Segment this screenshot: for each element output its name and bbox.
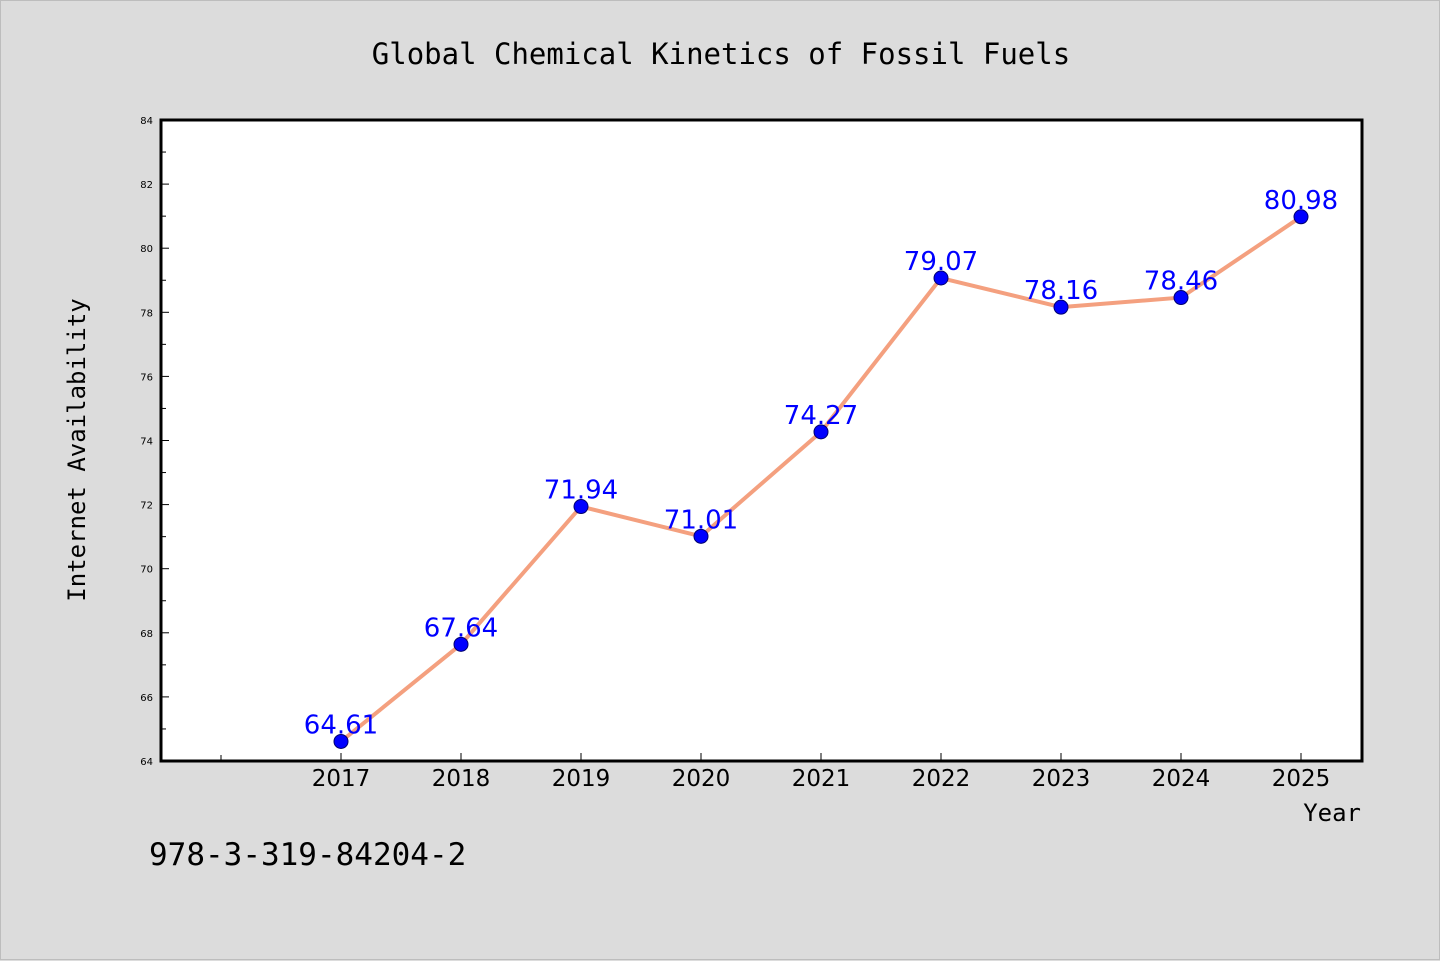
y-tick-label: 82 xyxy=(140,180,153,191)
y-tick-label: 84 xyxy=(140,116,153,127)
y-tick-label: 80 xyxy=(140,244,153,255)
y-tick-label: 74 xyxy=(140,437,153,448)
y-tick-label: 68 xyxy=(140,629,153,640)
plot-frame xyxy=(159,118,1364,763)
data-value-label: 80.98 xyxy=(1264,186,1338,216)
data-point xyxy=(1293,209,1309,225)
x-tick-label: 2018 xyxy=(432,766,491,792)
x-tick-label: 2023 xyxy=(1032,766,1091,792)
y-tick-label: 64 xyxy=(140,757,153,768)
isbn-caption: 978-3-319-84204-2 xyxy=(149,837,466,873)
x-tick-label: 2017 xyxy=(312,766,371,792)
y-axis-ticks: 64 66 68 70 72 74 76 78 80 82 84 xyxy=(140,116,169,768)
data-value-label: 78.16 xyxy=(1024,276,1098,306)
data-value-label: 78.46 xyxy=(1144,267,1218,297)
y-tick-label: 76 xyxy=(140,372,153,383)
data-value-label: 79.07 xyxy=(904,247,978,277)
data-point xyxy=(453,636,469,652)
data-value-label: 71.94 xyxy=(544,476,618,506)
data-point xyxy=(333,733,349,749)
y-tick-label: 70 xyxy=(140,565,153,576)
data-value-label: 67.64 xyxy=(424,613,498,643)
x-tick-label: 2025 xyxy=(1272,766,1331,792)
data-point xyxy=(1173,290,1189,306)
data-point xyxy=(813,424,829,440)
y-tick-label: 72 xyxy=(140,501,153,512)
x-tick-label: 2020 xyxy=(672,766,731,792)
data-point xyxy=(693,528,709,544)
data-markers xyxy=(333,209,1309,749)
x-tick-label: 2021 xyxy=(792,766,851,792)
y-axis-title: Internet Availability xyxy=(63,298,91,601)
data-point xyxy=(573,499,589,515)
data-value-label: 64.61 xyxy=(304,710,378,740)
data-value-label: 71.01 xyxy=(664,505,738,535)
y-tick-label: 78 xyxy=(140,308,153,319)
data-point xyxy=(933,270,949,286)
x-tick-label: 2024 xyxy=(1152,766,1211,792)
data-value-label: 74.27 xyxy=(784,401,858,431)
data-labels: 64.61 67.64 71.94 71.01 74.27 79.07 78.16 78.46… xyxy=(304,186,1338,741)
x-tick-label: 2022 xyxy=(912,766,971,792)
y-tick-label: 66 xyxy=(140,693,153,704)
data-point xyxy=(1053,299,1069,315)
chart-title: Global Chemical Kinetics of Fossil Fuels xyxy=(372,37,1070,71)
x-axis-title: Year xyxy=(1303,799,1361,827)
plot-area xyxy=(161,120,1362,761)
x-axis-ticks: 2017 2018 2019 2020 2021 2022 2023 2024 2025 xyxy=(220,753,1331,792)
x-tick-label: 2019 xyxy=(552,766,611,792)
